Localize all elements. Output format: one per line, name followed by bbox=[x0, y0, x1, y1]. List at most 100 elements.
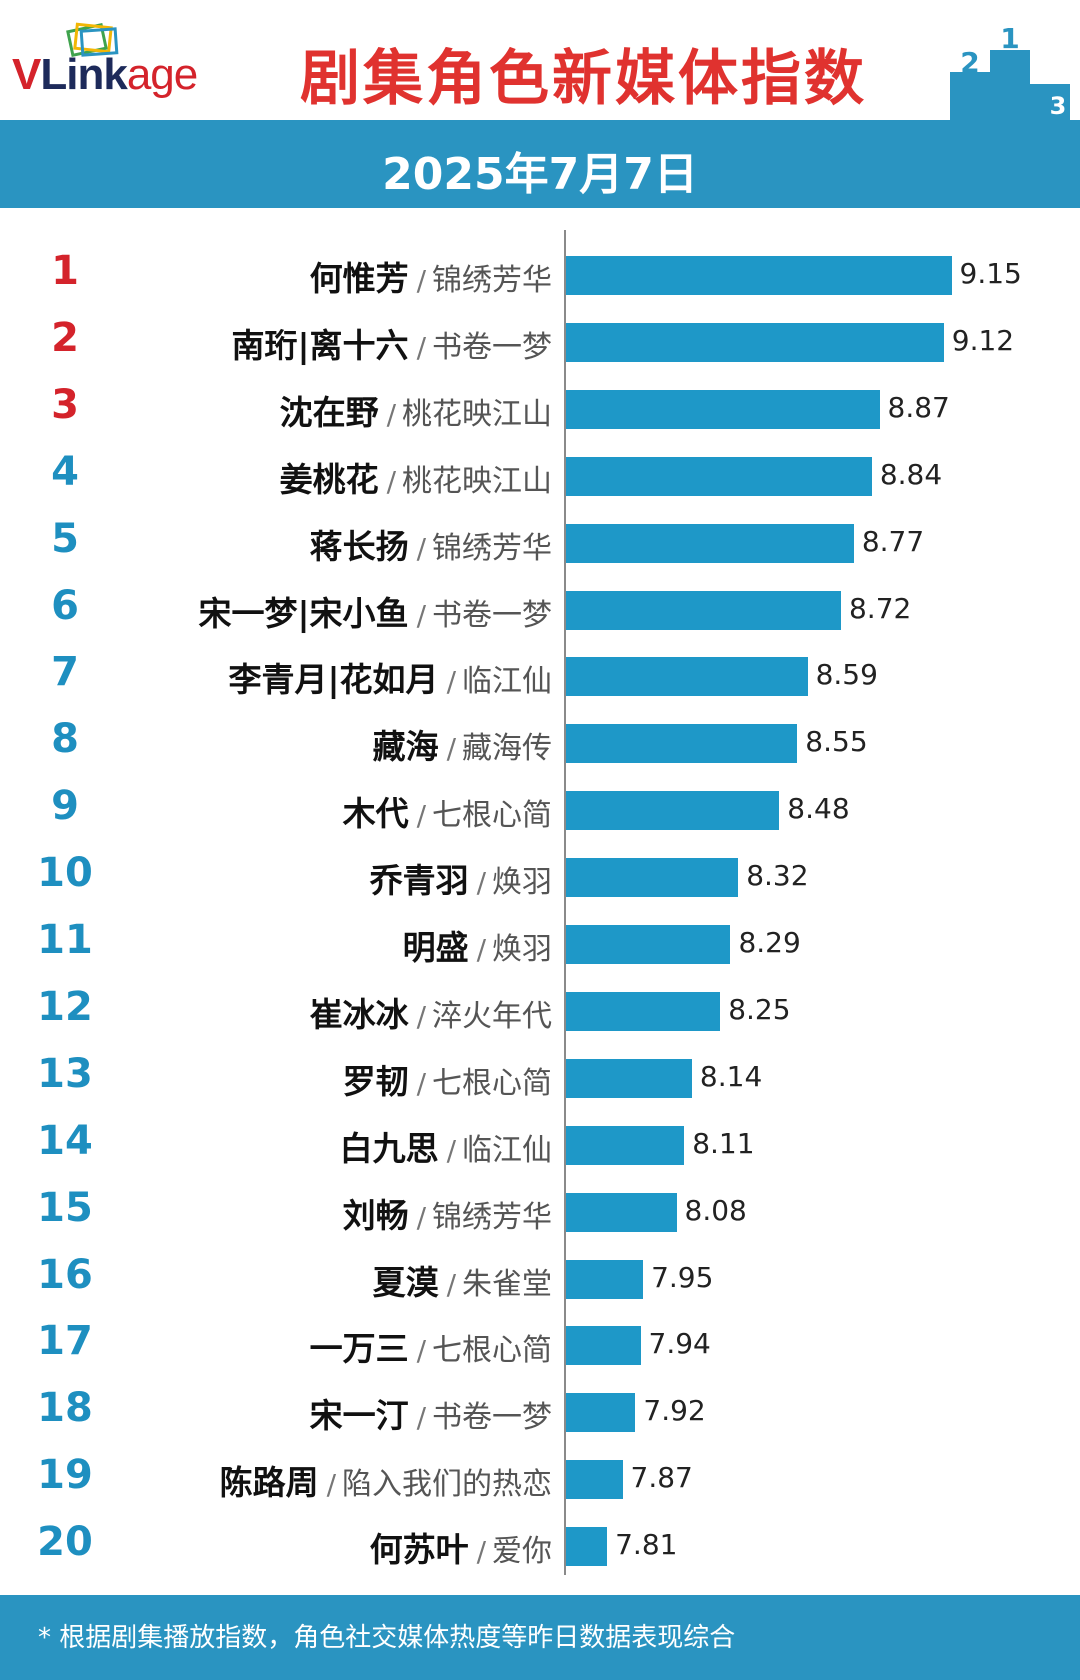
chart-row: 5 蒋长扬 / 锦绣芳华 8.77 bbox=[0, 508, 1080, 575]
separator: / bbox=[326, 1468, 336, 1502]
row-label: 陈路周 / 陷入我们的热恋 bbox=[220, 1456, 552, 1504]
separator: / bbox=[386, 464, 396, 498]
rank-number: 11 bbox=[37, 917, 93, 963]
rank-number: 7 bbox=[51, 649, 79, 696]
separator: / bbox=[476, 1535, 486, 1569]
value-label: 8.77 bbox=[861, 524, 925, 558]
chart-row: 7 李青月|花如月 / 临江仙 8.59 bbox=[0, 641, 1080, 708]
drama-title: 桃花映江山 bbox=[402, 396, 552, 432]
character-name: 刘畅 bbox=[342, 1195, 409, 1235]
podium-label-2: 2 bbox=[960, 46, 979, 79]
separator: / bbox=[446, 1267, 456, 1301]
value-bar bbox=[566, 1393, 636, 1433]
logo-cards-icon bbox=[66, 22, 119, 58]
logo-link: Link bbox=[40, 50, 127, 99]
rank-number: 3 bbox=[51, 381, 79, 428]
drama-title: 锦绣芳华 bbox=[432, 263, 552, 298]
rank-number: 13 bbox=[37, 1050, 93, 1097]
chart-axis bbox=[564, 230, 566, 1575]
value-label: 8.11 bbox=[692, 1126, 755, 1160]
chart-row: 12 崔冰冰 / 淬火年代 8.25 bbox=[0, 976, 1080, 1043]
separator: / bbox=[416, 598, 426, 632]
value-bar bbox=[566, 991, 721, 1031]
separator: / bbox=[446, 732, 456, 766]
rank-number: 14 bbox=[37, 1117, 93, 1164]
drama-title: 锦绣芳华 bbox=[432, 530, 552, 566]
row-label: 宋一汀 / 书卷一梦 bbox=[310, 1389, 552, 1437]
separator: / bbox=[416, 1200, 426, 1234]
value-bar bbox=[566, 724, 798, 764]
chart-row: 14 白九思 / 临江仙 8.11 bbox=[0, 1110, 1080, 1177]
row-label: 刘畅 / 锦绣芳华 bbox=[343, 1189, 552, 1237]
rank-number: 20 bbox=[37, 1519, 93, 1566]
character-name: 一万三 bbox=[309, 1329, 409, 1369]
rank-number: 4 bbox=[51, 448, 79, 495]
rank-number: 5 bbox=[51, 515, 79, 562]
value-bar bbox=[566, 456, 872, 496]
value-bar bbox=[566, 1192, 677, 1232]
character-name: 罗韧 bbox=[342, 1061, 409, 1101]
chart-row: 1 何惟芳 / 锦绣芳华 9.15 bbox=[0, 240, 1080, 307]
value-bar bbox=[566, 256, 952, 295]
value-label: 7.81 bbox=[615, 1528, 678, 1562]
value-label: 9.12 bbox=[951, 323, 1015, 357]
rank-number: 17 bbox=[37, 1318, 93, 1365]
character-name: 南珩|离十六 bbox=[231, 325, 409, 365]
character-name: 木代 bbox=[342, 794, 409, 834]
drama-title: 七根心简 bbox=[432, 798, 552, 834]
character-name: 崔冰冰 bbox=[309, 994, 409, 1034]
drama-title: 朱雀堂 bbox=[462, 1266, 552, 1302]
drama-title: 书卷一梦 bbox=[432, 1400, 552, 1436]
separator: / bbox=[416, 330, 426, 364]
character-name: 夏漠 bbox=[372, 1262, 439, 1302]
rank-number: 2 bbox=[51, 314, 79, 361]
logo-age: age bbox=[126, 50, 198, 99]
value-label: 8.87 bbox=[887, 390, 950, 424]
row-label: 宋一梦|宋小鱼 / 书卷一梦 bbox=[199, 587, 553, 635]
row-label: 罗韧 / 七根心简 bbox=[343, 1055, 552, 1103]
drama-title: 锦绣芳华 bbox=[432, 1199, 552, 1235]
drama-title: 陷入我们的热恋 bbox=[342, 1467, 552, 1503]
value-bar bbox=[566, 858, 739, 898]
value-label: 8.14 bbox=[699, 1059, 763, 1093]
character-name: 白九思 bbox=[339, 1128, 439, 1168]
row-label: 南珩|离十六 / 书卷一梦 bbox=[232, 319, 553, 367]
footer-note: * 根据剧集播放指数，角色社交媒体热度等昨日数据表现综合 bbox=[38, 1623, 736, 1653]
rank-number: 18 bbox=[37, 1385, 93, 1432]
chart-row: 20 何苏叶 / 爱你 7.81 bbox=[0, 1511, 1080, 1578]
character-name: 何惟芳 bbox=[309, 259, 409, 298]
value-bar bbox=[566, 590, 841, 630]
rank-number: 12 bbox=[37, 983, 93, 1030]
separator: / bbox=[416, 1401, 426, 1435]
row-label: 一万三 / 七根心简 bbox=[310, 1322, 552, 1370]
value-label: 8.08 bbox=[684, 1193, 747, 1227]
separator: / bbox=[416, 1066, 426, 1100]
row-label: 明盛 / 焕羽 bbox=[403, 921, 552, 969]
value-label: 9.15 bbox=[959, 257, 1022, 290]
value-label: 7.95 bbox=[651, 1260, 714, 1294]
separator: / bbox=[416, 531, 426, 565]
separator: / bbox=[416, 1334, 426, 1368]
chart-row: 9 木代 / 七根心简 8.48 bbox=[0, 775, 1080, 842]
drama-title: 书卷一梦 bbox=[432, 329, 552, 365]
row-label: 乔青羽 / 焕羽 bbox=[370, 854, 552, 902]
drama-title: 焕羽 bbox=[492, 932, 552, 967]
podium-label-1: 1 bbox=[1000, 22, 1019, 55]
row-label: 沈在野 / 桃花映江山 bbox=[280, 386, 552, 434]
row-label: 木代 / 七根心简 bbox=[343, 787, 552, 835]
value-label: 8.32 bbox=[746, 859, 809, 893]
chart-row: 19 陈路周 / 陷入我们的热恋 7.87 bbox=[0, 1444, 1080, 1511]
date-band: 2025年7月7日 bbox=[0, 120, 1080, 208]
row-label: 夏漠 / 朱雀堂 bbox=[373, 1256, 552, 1304]
logo-v: V bbox=[12, 50, 41, 99]
vlinkage-logo: VLinkage bbox=[12, 20, 242, 110]
row-label: 蒋长扬 / 锦绣芳华 bbox=[310, 520, 552, 568]
value-label: 8.55 bbox=[805, 725, 868, 759]
separator: / bbox=[476, 933, 486, 966]
rank-number: 15 bbox=[37, 1184, 93, 1231]
chart-row: 18 宋一汀 / 书卷一梦 7.92 bbox=[0, 1377, 1080, 1444]
drama-title: 桃花映江山 bbox=[402, 463, 552, 499]
drama-title: 淬火年代 bbox=[432, 998, 552, 1034]
value-bar bbox=[566, 925, 731, 964]
value-bar bbox=[566, 322, 944, 362]
